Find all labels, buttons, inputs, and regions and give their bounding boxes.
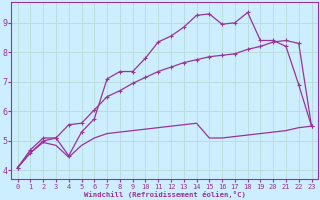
X-axis label: Windchill (Refroidissement éolien,°C): Windchill (Refroidissement éolien,°C) xyxy=(84,191,245,198)
